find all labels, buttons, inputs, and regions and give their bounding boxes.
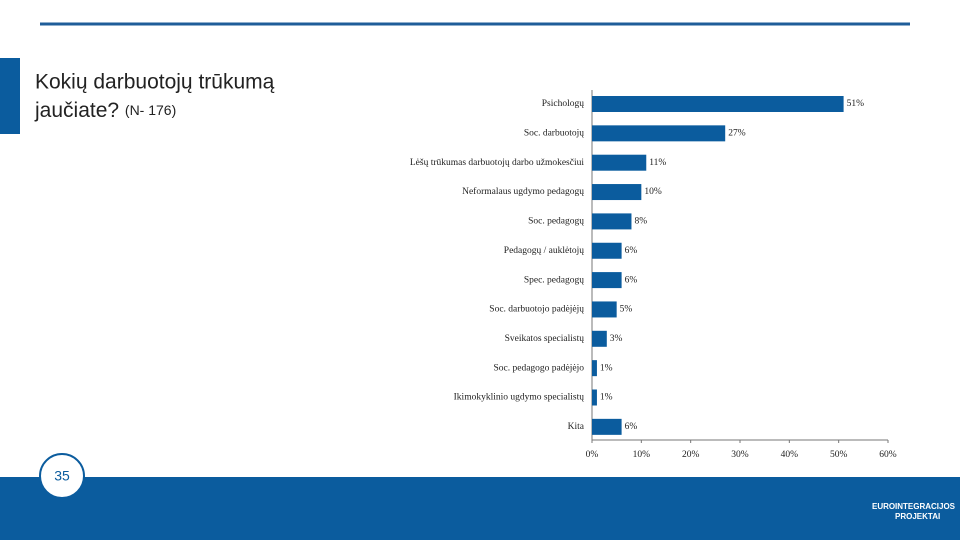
slide-title-line: jaučiate? — [34, 99, 119, 122]
value-label: 5% — [620, 305, 633, 315]
value-label: 8% — [634, 217, 647, 227]
category-label: Neformalaus ugdymo pedagogų — [462, 186, 584, 197]
category-label: Lėšų trūkumas darbuotojų darbo užmokesči… — [410, 158, 584, 168]
category-label: Soc. darbuotojo padėjėjų — [489, 305, 584, 315]
category-label: Soc. pedagogų — [528, 217, 584, 227]
bar — [592, 96, 844, 112]
bar — [592, 389, 597, 406]
x-tick-label: 30% — [731, 450, 749, 460]
category-label: Soc. darbuotojų — [524, 129, 584, 139]
value-label: 27% — [728, 129, 746, 139]
bar — [592, 301, 617, 318]
x-tick-label: 40% — [781, 450, 799, 460]
slide-title: jaučiate? (N- 176) — [34, 99, 176, 122]
logo-text: EURO — [872, 502, 895, 511]
bar — [592, 213, 632, 230]
sample-note: (N- 176) — [125, 102, 176, 118]
page-number: 35 — [54, 468, 70, 484]
value-label: 51% — [847, 99, 865, 109]
x-tick-label: 50% — [830, 450, 848, 460]
bar — [592, 330, 607, 347]
logo-text: INTEGRACIJOS — [895, 502, 956, 511]
bar — [592, 272, 622, 289]
value-label: 1% — [600, 363, 613, 373]
x-tick-label: 10% — [633, 450, 651, 460]
value-label: 11% — [649, 158, 666, 168]
category-label: Spec. pedagogų — [524, 275, 584, 285]
value-label: 1% — [600, 393, 613, 403]
category-label: Ikimokyklinio ugdymo specialistų — [454, 393, 585, 403]
category-label: Psichologų — [542, 99, 584, 109]
value-label: 6% — [625, 246, 638, 256]
category-label: Kita — [568, 422, 585, 432]
category-label: Pedagogų / auklėtojų — [504, 246, 584, 256]
bar — [592, 125, 726, 142]
value-label: 6% — [625, 275, 638, 285]
chart: 0% 10% 20% 30% 40% 50% 60% Psichologų 51% Soc. da… — [410, 90, 897, 460]
bar — [592, 154, 647, 171]
category-label: Soc. pedagogo padėjėjo — [494, 363, 585, 373]
x-tick-label: 0% — [586, 450, 599, 460]
x-tick-label: 20% — [682, 450, 700, 460]
footer-band — [0, 477, 960, 540]
logo-text: PROJEKTAI — [895, 512, 940, 521]
bar — [592, 418, 622, 435]
bar — [592, 184, 642, 201]
category-label: Sveikatos specialistų — [505, 334, 585, 344]
slide-title: Kokių darbuotojų trūkumą — [35, 71, 275, 94]
value-label: 3% — [610, 334, 623, 344]
bar — [592, 360, 597, 377]
value-label: 6% — [625, 422, 638, 432]
x-tick-label: 60% — [879, 450, 897, 460]
page-badge — [39, 453, 85, 499]
title-accent — [0, 58, 20, 134]
bar — [592, 242, 622, 259]
value-label: 10% — [644, 187, 662, 197]
